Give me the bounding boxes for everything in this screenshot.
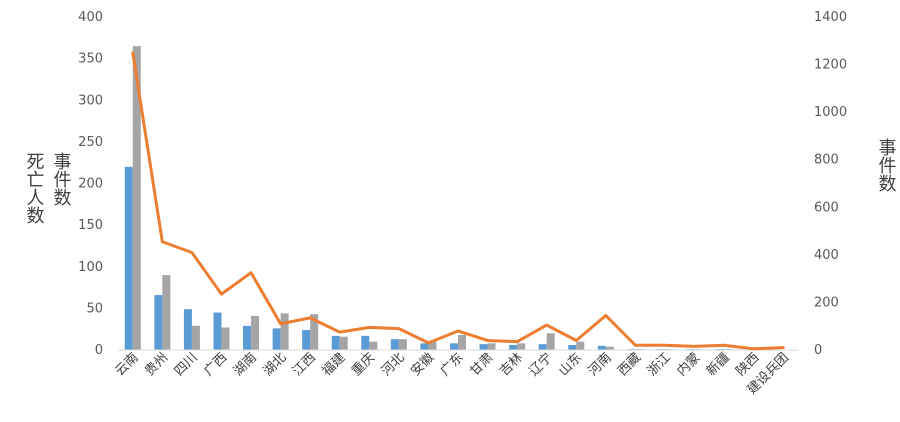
bar-series-1 (183, 309, 192, 350)
category-label: 湖南 (230, 350, 260, 380)
bar-series-1 (450, 343, 458, 350)
left-axis-title-1: 死亡人数 (24, 152, 45, 224)
left-tick-label: 350 (78, 52, 103, 67)
left-tick-label: 400 (78, 10, 103, 25)
bar-series-2 (280, 313, 289, 350)
category-label: 内蒙 (674, 350, 704, 380)
bar-series-1 (509, 345, 518, 350)
bar-series-2 (487, 343, 496, 350)
right-tick-label: 1400 (814, 10, 847, 25)
category-label: 重庆 (348, 350, 378, 380)
category-label: 浙江 (645, 350, 674, 379)
left-tick-label: 100 (78, 260, 103, 275)
left-tick-label: 50 (86, 301, 103, 316)
bar-series-2 (191, 325, 200, 350)
right-tick-label: 1200 (814, 58, 847, 73)
bar-series-1 (302, 330, 311, 350)
bar-series-2 (576, 341, 585, 350)
category-labels: 云南 贵州 四川 广西 湖南 湖北 江西 福建 重庆 河北 安徽 广东 甘肃 吉林 辽宁 山东 河南 西藏 浙江 内蒙… (112, 350, 792, 398)
left-axis-title-2: 事件数 (51, 152, 72, 206)
bar-series-1 (331, 335, 340, 350)
bar-series-2 (310, 314, 319, 350)
category-label: 辽宁 (526, 350, 556, 380)
bar-series-2 (132, 46, 141, 350)
left-tick-label: 200 (78, 177, 103, 192)
bar-series-1 (124, 166, 133, 350)
bar-series-1 (568, 345, 577, 350)
left-axis-ticks: 0 50 100 150 200 250 300 350 400 (78, 10, 103, 358)
bar-series-1 (361, 335, 370, 350)
bar-series-2 (605, 346, 614, 350)
bar-series-2 (162, 275, 171, 350)
bar-series-2 (428, 341, 437, 350)
category-label: 福建 (320, 350, 349, 379)
right-tick-label: 400 (814, 248, 839, 263)
right-tick-label: 1000 (814, 105, 847, 120)
category-label: 河北 (379, 350, 408, 379)
right-tick-label: 600 (814, 200, 839, 215)
bar-series-1 (243, 325, 252, 350)
bar-series-1 (597, 345, 606, 350)
category-label: 云南 (112, 350, 142, 380)
left-tick-label: 250 (78, 135, 103, 150)
bar-series-1 (390, 339, 399, 350)
category-label: 西藏 (615, 350, 644, 379)
line-series (131, 51, 785, 351)
category-label: 湖北 (260, 350, 289, 379)
bars (124, 46, 733, 350)
category-label: 河南 (585, 350, 615, 380)
bar-series-2 (369, 341, 378, 350)
category-label: 江西 (290, 350, 319, 379)
left-tick-label: 300 (78, 93, 103, 108)
right-tick-label: 0 (814, 343, 822, 358)
bar-series-2 (251, 315, 260, 350)
category-label: 四川 (172, 350, 201, 379)
right-axis-title: 事件数 (876, 138, 897, 192)
bar-series-1 (479, 344, 488, 350)
bar-series-1 (420, 343, 429, 350)
category-label: 吉林 (497, 350, 526, 379)
category-label: 新疆 (703, 350, 733, 380)
bar-series-2 (221, 327, 230, 350)
category-label: 安徽 (408, 350, 437, 379)
right-axis-ticks: 0 200 400 600 800 1000 1200 1400 (814, 10, 847, 358)
right-tick-label: 200 (814, 295, 839, 310)
bar-series-2 (517, 343, 526, 350)
bar-series-1 (538, 344, 547, 350)
bar-series-1 (154, 295, 163, 350)
bar-series-2 (339, 336, 348, 350)
left-tick-label: 0 (95, 343, 103, 358)
bar-series-2 (398, 339, 407, 350)
category-label: 广东 (438, 350, 467, 379)
line-series-1 (131, 51, 785, 351)
category-label: 广西 (201, 350, 230, 379)
category-label: 山东 (556, 350, 585, 379)
bar-series-2 (458, 335, 466, 350)
category-label: 甘肃 (467, 350, 496, 379)
bar-series-1 (213, 312, 222, 350)
right-tick-label: 800 (814, 153, 839, 168)
left-tick-label: 150 (78, 218, 103, 233)
bar-series-1 (272, 328, 281, 350)
category-label: 贵州 (142, 350, 171, 379)
bar-series-2 (546, 333, 555, 350)
